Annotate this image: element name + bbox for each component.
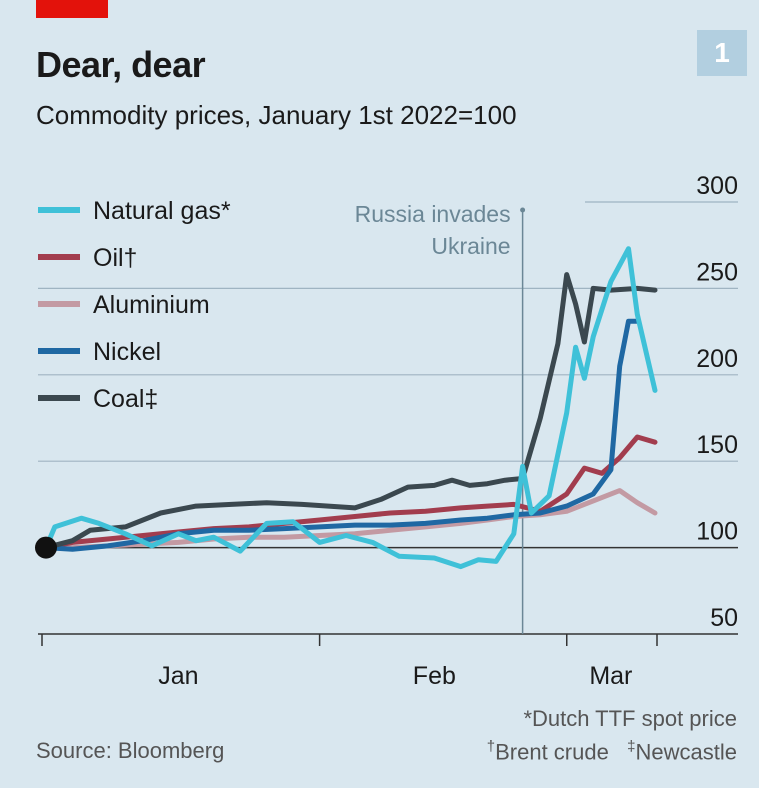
footnote-gas: *Dutch TTF spot price — [523, 706, 737, 731]
y-tick-label-150: 150 — [696, 431, 738, 459]
x-tick-label-mar: Mar — [589, 662, 632, 690]
series-line-nickel — [43, 318, 640, 552]
y-tick-label-50: 50 — [710, 604, 738, 632]
legend-label-natural-gas: Natural gas* — [93, 197, 231, 225]
annotation-dot — [520, 207, 526, 213]
source-note: Source: Bloomberg — [36, 738, 225, 763]
x-tick-label-jan: Jan — [158, 662, 198, 690]
footnote-oil: Brent crude — [495, 739, 609, 765]
legend-label-oil: Oil† — [93, 244, 137, 272]
footnote-oil-coal: †Brent crude ‡Newcastle — [487, 738, 737, 765]
y-tick-label-250: 250 — [696, 258, 738, 286]
annotation-text-line-1: Ukraine — [431, 233, 510, 259]
y-tick-label-200: 200 — [696, 345, 738, 373]
series-line-oil — [43, 434, 658, 551]
legend-label-nickel: Nickel — [93, 338, 161, 366]
chart-title: Dear, dear — [36, 44, 206, 85]
series-line-natural-gas — [43, 246, 658, 570]
dagger-mark: † — [486, 738, 496, 755]
brand-tag — [36, 0, 108, 18]
legend-label-aluminium: Aluminium — [93, 291, 210, 319]
double-dagger-mark: ‡ — [627, 738, 636, 755]
chart-number-badge: 1 — [697, 30, 747, 76]
start-marker — [35, 536, 57, 559]
footnote-coal: Newcastle — [635, 739, 737, 765]
x-tick-label-feb: Feb — [413, 662, 456, 690]
y-tick-label-300: 300 — [696, 172, 738, 200]
series-line-coal — [43, 272, 658, 551]
annotation-text-line-0: Russia invades — [355, 201, 511, 227]
y-tick-label-100: 100 — [696, 518, 738, 546]
chart-subtitle: Commodity prices, January 1st 2022=100 — [36, 100, 517, 130]
legend-label-coal: Coal‡ — [93, 385, 158, 413]
